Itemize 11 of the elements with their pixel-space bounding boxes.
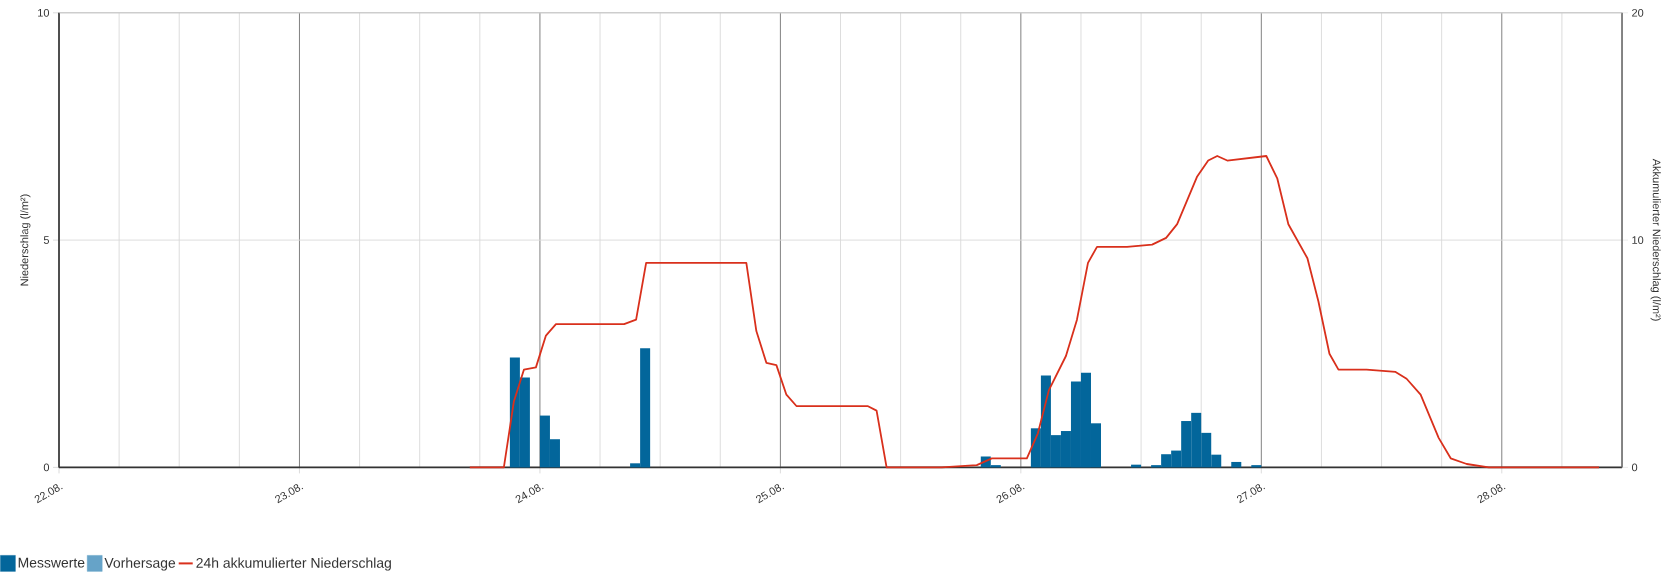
y2-tick-label: 20	[1632, 8, 1644, 17]
y2-axis-title: Akkumulierter Niederschlag (l/m²)	[1650, 158, 1661, 321]
y-tick-label: 5	[43, 236, 50, 244]
y2-tick-label: 10	[1632, 236, 1644, 244]
y-tick-label: 10	[38, 8, 50, 17]
legend-label: Vorhersage	[104, 557, 176, 571]
y-axis-title: Niederschlag (l/m²)	[20, 194, 31, 286]
legend-label: 24h akkumulierter Niederschlag	[196, 557, 391, 571]
legend-label: Messwerte	[18, 557, 85, 568]
y2-tick-label: 0	[1631, 463, 1638, 472]
y-tick-label: 0	[43, 463, 50, 472]
